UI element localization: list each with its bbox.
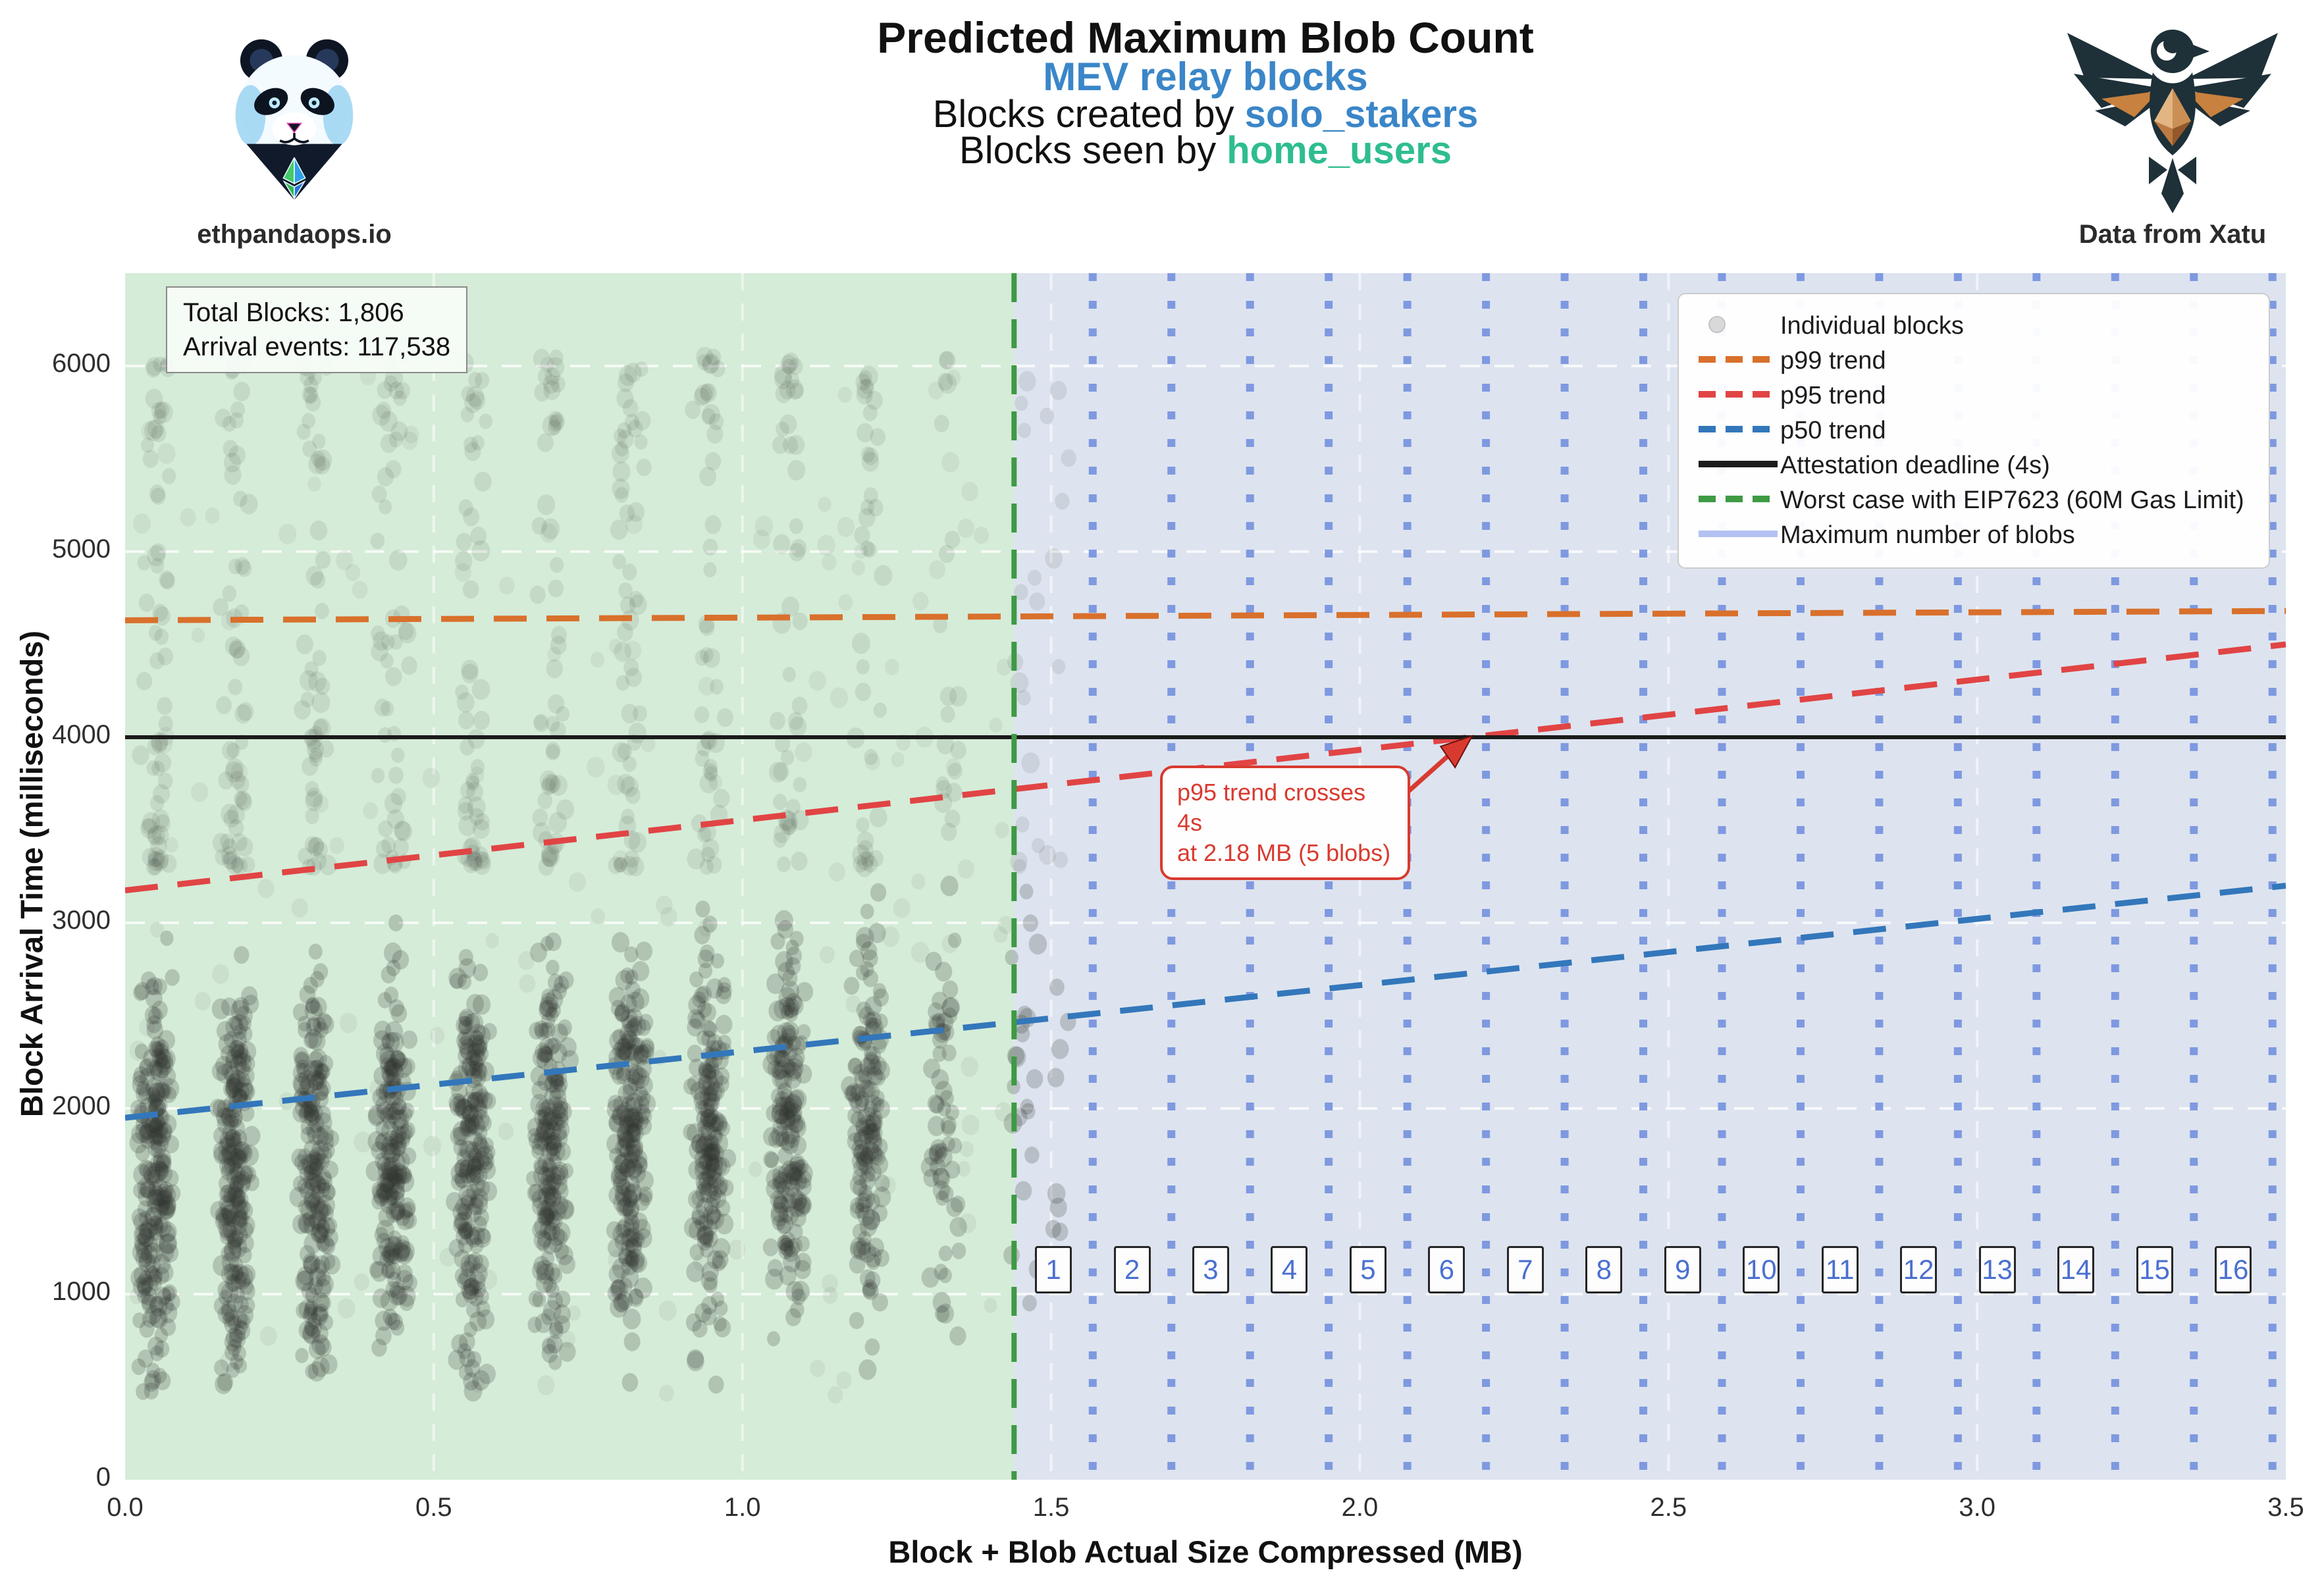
xatu-bird-logo xyxy=(2067,30,2278,213)
annotation-line2: at 2.18 MB (5 blobs) xyxy=(1177,839,1391,866)
chart-title: Predicted Maximum Blob Count xyxy=(877,13,1534,62)
x-tick-3.0: 3.0 xyxy=(1959,1493,1995,1522)
blob-count-box-12: 12 xyxy=(1900,1246,1938,1294)
blob-count-box-6: 6 xyxy=(1428,1246,1466,1294)
legend-item: p50 trend xyxy=(1696,413,2252,448)
x-tick-0.5: 0.5 xyxy=(415,1493,452,1522)
blob-count-box-2: 2 xyxy=(1113,1246,1151,1294)
legend: Individual blocks p99 trend p95 trend p50 t… xyxy=(1677,293,2270,569)
chart-subtitle-created-by: Blocks created by solo_stakers xyxy=(932,93,1479,136)
blob-count-box-7: 7 xyxy=(1506,1246,1544,1294)
blob-count-box-10: 10 xyxy=(1743,1246,1780,1294)
p50-trend-line xyxy=(125,883,2286,1121)
y-tick-6000: 6000 xyxy=(52,349,111,378)
legend-item: Individual blocks xyxy=(1696,309,2252,344)
chart-subtitle-mev: MEV relay blocks xyxy=(1043,55,1368,99)
legend-label: Worst case with EIP7623 (60M Gas Limit) xyxy=(1780,486,2244,514)
y-tick-5000: 5000 xyxy=(52,534,111,563)
y-tick-3000: 3000 xyxy=(52,906,111,935)
x-tick-2.5: 2.5 xyxy=(1650,1493,1687,1522)
legend-swatch-icon xyxy=(1699,426,1778,432)
legend-swatch-icon xyxy=(1708,316,1726,333)
p95-annotation: p95 trend crosses 4s at 2.18 MB (5 blobs… xyxy=(1160,766,1410,880)
ethpandaops-panda-logo xyxy=(235,39,354,201)
y-tick-2000: 2000 xyxy=(52,1091,111,1120)
annotation-line1: p95 trend crosses 4s xyxy=(1177,779,1366,836)
xatu-caption: Data from Xatu xyxy=(2078,220,2267,249)
p95-trend-line xyxy=(125,641,2286,894)
legend-swatch-icon xyxy=(1699,461,1778,467)
legend-label: Maximum number of blobs xyxy=(1780,521,2075,549)
x-tick-0.0: 0.0 xyxy=(107,1493,144,1522)
y-tick-1000: 1000 xyxy=(52,1277,111,1306)
legend-item: Maximum number of blobs xyxy=(1696,518,2252,553)
x-tick-2.0: 2.0 xyxy=(1341,1493,1379,1522)
p99-trend-line xyxy=(125,608,2286,623)
legend-swatch-icon xyxy=(1699,531,1778,537)
plot-area: Total Blocks: 1,806 Arrival events: 117,… xyxy=(125,273,2286,1480)
x-tick-1.0: 1.0 xyxy=(724,1493,761,1522)
legend-label: p50 trend xyxy=(1780,417,1886,444)
blob-count-box-5: 5 xyxy=(1349,1246,1386,1294)
x-axis-label: Block + Blob Actual Size Compressed (MB) xyxy=(888,1534,1523,1569)
annotation-arrow-head xyxy=(1439,735,1474,769)
legend-item: p95 trend xyxy=(1696,378,2252,413)
blob-count-box-13: 13 xyxy=(1978,1246,2016,1294)
legend-label: p99 trend xyxy=(1780,347,1886,375)
legend-swatch-icon xyxy=(1699,391,1778,398)
blob-count-box-4: 4 xyxy=(1271,1246,1308,1294)
stats-arrival-events: Arrival events: 117,538 xyxy=(183,332,451,361)
chart-subtitle-seen-by: Blocks seen by home_users xyxy=(959,129,1452,172)
blob-count-box-14: 14 xyxy=(2057,1246,2095,1294)
blob-count-box-9: 9 xyxy=(1664,1246,1701,1294)
blob-count-box-3: 3 xyxy=(1192,1246,1229,1294)
chart-canvas xyxy=(125,273,2286,1480)
blob-count-box-15: 15 xyxy=(2136,1246,2173,1294)
home-users-keyword: home_users xyxy=(1227,129,1452,172)
x-tick-3.5: 3.5 xyxy=(2267,1493,2304,1522)
blob-count-box-11: 11 xyxy=(1821,1246,1859,1294)
legend-item: p99 trend xyxy=(1696,344,2252,378)
stats-box: Total Blocks: 1,806 Arrival events: 117,… xyxy=(166,286,468,373)
legend-swatch-icon xyxy=(1699,356,1778,363)
blob-count-box-16: 16 xyxy=(2215,1246,2252,1294)
y-tick-4000: 4000 xyxy=(52,720,111,749)
stats-total-blocks: Total Blocks: 1,806 xyxy=(183,298,404,327)
y-tick-0: 0 xyxy=(95,1463,111,1492)
scatter-points xyxy=(129,346,1076,1404)
legend-item: Worst case with EIP7623 (60M Gas Limit) xyxy=(1696,483,2252,518)
blob-count-box-1: 1 xyxy=(1035,1246,1072,1294)
x-tick-1.5: 1.5 xyxy=(1032,1493,1070,1522)
ethpandaops-caption: ethpandaops.io xyxy=(197,220,392,249)
legend-item: Attestation deadline (4s) xyxy=(1696,448,2252,483)
blob-count-box-8: 8 xyxy=(1585,1246,1623,1294)
legend-label: Individual blocks xyxy=(1780,312,1964,340)
y-axis-label: Block Arrival Time (milliseconds) xyxy=(14,630,49,1118)
legend-swatch-icon xyxy=(1699,496,1778,502)
safe-zone-background xyxy=(125,273,1015,1480)
solo-stakers-keyword: solo_stakers xyxy=(1244,93,1479,136)
legend-label: Attestation deadline (4s) xyxy=(1780,452,2050,479)
chart-titles: Predicted Maximum Blob Count MEV relay b… xyxy=(125,13,2286,172)
legend-label: p95 trend xyxy=(1780,382,1886,409)
